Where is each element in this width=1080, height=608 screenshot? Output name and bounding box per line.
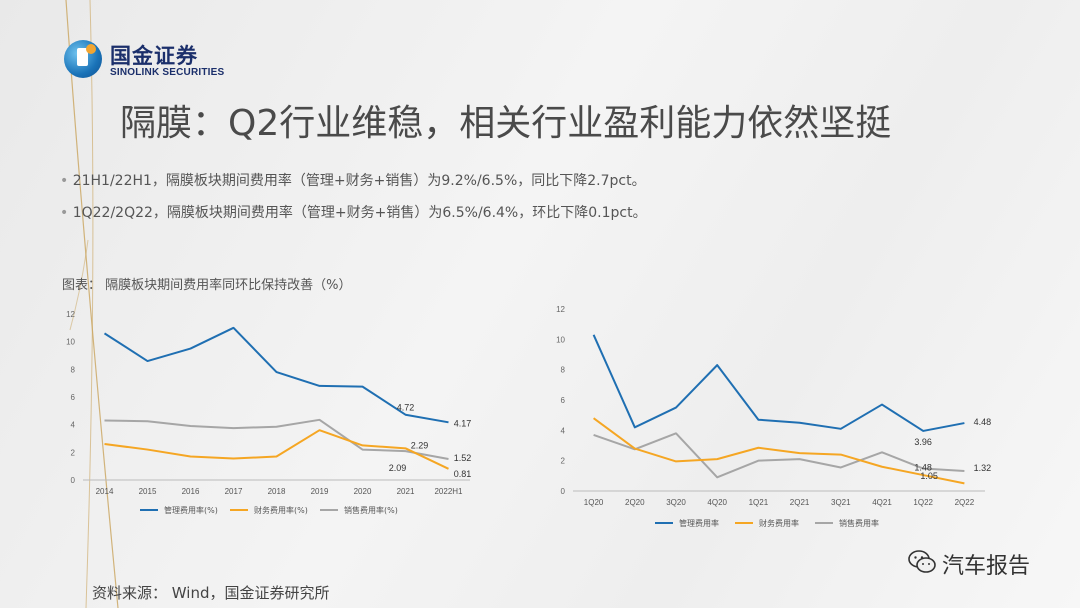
brand-logo-icon [64,40,102,78]
bullet-item: 1Q22/2Q22，隔膜板块期间费用率（管理+财务+销售）为6.5%/6.4%，… [60,202,647,222]
series-line-1 [104,429,449,470]
y-tick-label: 10 [556,335,565,344]
x-tick-label: 2016 [182,487,200,496]
y-tick-label: 6 [71,393,76,402]
data-label: 1.05 [920,471,938,481]
series-line-2 [593,432,965,479]
y-tick-label: 2 [71,448,76,457]
y-tick-label: 8 [561,366,566,375]
source-note: 资料来源： Wind，国金证券研究所 [92,584,330,602]
brand-logo: 国金证券 SINOLINK SECURITIES [64,40,254,84]
series-line-2 [104,418,449,460]
y-tick-label: 10 [66,338,75,347]
bullet-item: 21H1/22H1，隔膜板块期间费用率（管理+财务+销售）为9.2%/6.5%，… [60,170,647,190]
x-tick-label: 2022H1 [434,487,463,496]
data-label: 1.32 [974,463,992,473]
legend-label: 销售费用率 [839,518,879,528]
bullet-list: 21H1/22H1，隔膜板块期间费用率（管理+财务+销售）为9.2%/6.5%，… [60,170,647,234]
y-tick-label: 8 [71,365,76,374]
x-tick-label: 2018 [268,487,286,496]
x-tick-label: 2014 [96,487,114,496]
x-tick-label: 2Q21 [790,498,810,507]
annual-expense-ratio-chart: 0 2 4 6 8 10 12 2014 2015 2016 2017 2018 2019 2020 202… [66,310,472,515]
x-tick-label: 1Q21 [749,498,769,507]
x-tick-label: 4Q21 [872,498,892,507]
data-label: 1.48 [914,463,932,473]
y-tick-label: 2 [561,457,566,466]
x-tick-label: 2021 [397,487,415,496]
data-label: 1.52 [454,453,472,463]
x-tick-label: 1Q22 [913,498,933,507]
y-tick-label: 4 [71,421,76,430]
data-label: 4.72 [397,403,415,413]
data-label: 2.09 [389,463,407,473]
quarterly-expense-ratio-chart: 0 2 4 6 8 10 12 1Q20 2Q20 3Q20 4Q20 1Q21 2Q21 3Q21 4Q2… [556,305,992,528]
data-label: 4.17 [454,418,472,428]
x-tick-label: 2019 [311,487,329,496]
y-tick-label: 12 [66,310,75,319]
x-tick-label: 2Q20 [625,498,645,507]
y-tick-label: 0 [71,476,76,485]
chart-caption: 图表： 隔膜板块期间费用率同环比保持改善（%） [62,278,352,293]
legend-label: 管理费用率(%) [164,505,218,515]
x-tick-label: 2015 [139,487,157,496]
legend-label: 财务费用率(%) [254,505,308,515]
y-tick-label: 6 [561,396,566,405]
wechat-icon [908,550,936,573]
data-label: 2.29 [411,440,429,450]
data-label: 0.81 [454,469,472,479]
legend-label: 财务费用率 [759,518,799,528]
series-line-0 [103,326,449,424]
x-tick-label: 2Q22 [955,498,975,507]
x-tick-label: 3Q21 [831,498,851,507]
x-tick-label: 1Q20 [584,498,604,507]
data-label: 4.48 [974,417,992,427]
brand-name-en: SINOLINK SECURITIES [110,67,225,78]
watermark-text: 汽车报告 [942,554,1031,579]
x-tick-label: 4Q20 [707,498,727,507]
x-tick-label: 2020 [354,487,372,496]
legend-label: 销售费用率(%) [344,505,398,515]
data-label: 3.96 [914,437,932,447]
series-line-0 [592,334,965,432]
series-line-1 [593,417,965,485]
y-tick-label: 0 [561,487,566,496]
page-title: 隔膜：Q2行业维稳，相关行业盈利能力依然坚挺 [120,103,892,144]
x-tick-label: 2017 [225,487,243,496]
y-tick-label: 12 [556,305,565,314]
x-tick-label: 3Q20 [666,498,686,507]
y-tick-label: 4 [561,426,566,435]
brand-name-cn: 国金证券 [110,44,198,68]
legend-label: 管理费用率 [679,518,719,528]
